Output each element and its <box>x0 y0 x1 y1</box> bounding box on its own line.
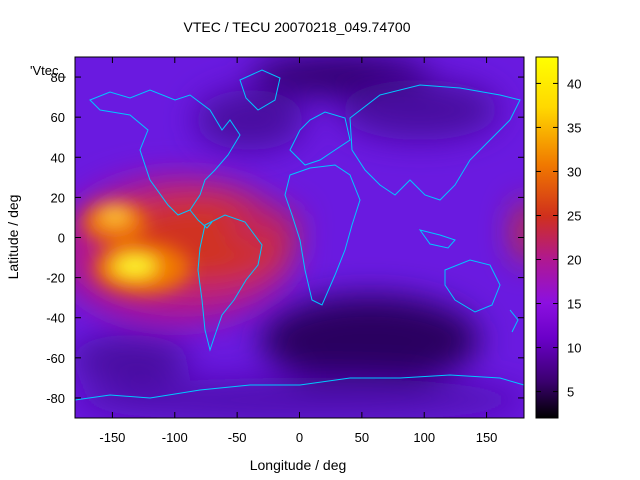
eurasia-low <box>340 80 500 140</box>
colorbar-tick-label: 10 <box>567 341 581 356</box>
x-tick-label: 50 <box>355 430 369 445</box>
coastline-africa <box>284 164 361 306</box>
dateline-edge-high <box>514 203 524 261</box>
legend-key-label: 'Vtec_ <box>30 63 66 78</box>
vtec-crest-regions <box>83 202 190 294</box>
y-tick-label: -60 <box>46 351 65 366</box>
y-tick-label: 0 <box>58 231 65 246</box>
coastline-north-america <box>89 89 241 216</box>
y-tick-label: 60 <box>51 110 65 125</box>
colorbar-tick-label: 20 <box>567 253 581 268</box>
y-axis: -80 -60 -40 -20 0 20 40 60 80 <box>46 70 524 406</box>
anomaly-peak <box>113 256 157 276</box>
x-axis: -150 -100 -50 0 50 100 150 <box>99 57 497 445</box>
vtec-heatmap <box>75 57 524 418</box>
x-tick-label: 0 <box>296 430 303 445</box>
south-pacific-low <box>75 335 190 385</box>
coastline-new-zealand <box>509 309 519 333</box>
chart-title: VTEC / TECU 20070218_049.74700 <box>183 19 410 35</box>
colorbar: 5 10 15 20 25 30 35 40 <box>535 56 581 419</box>
coastline-greenland <box>239 69 281 111</box>
coastline-asia <box>349 84 521 201</box>
coastline-south-america <box>197 214 263 352</box>
y-tick-label: 20 <box>51 190 65 205</box>
y-tick-label: -20 <box>46 271 65 286</box>
north-atlantic-low <box>195 90 305 150</box>
x-tick-label: -150 <box>99 430 125 445</box>
colorbar-tick-label: 5 <box>567 385 574 400</box>
colorbar-gradient <box>535 56 559 419</box>
y-tick-label: -40 <box>46 311 65 326</box>
x-tick-label: 100 <box>413 430 435 445</box>
colorbar-tick-label: 35 <box>567 120 581 135</box>
x-tick-label: -100 <box>162 430 188 445</box>
coastline-central-america <box>189 209 213 229</box>
x-tick-label: 150 <box>476 430 498 445</box>
y-tick-label: 80 <box>51 70 65 85</box>
colorbar-tick-label: 40 <box>567 76 581 91</box>
coastline-indonesia <box>418 229 456 249</box>
y-tick-label: -80 <box>46 391 65 406</box>
x-tick-label: -50 <box>228 430 247 445</box>
colorbar-ticks: 5 10 15 20 25 30 35 40 <box>536 76 581 400</box>
atlantic-extension <box>230 207 300 243</box>
y-axis-label: Latitude / deg <box>5 195 21 280</box>
coastline-antarctica <box>75 374 524 401</box>
coastline-australia <box>444 259 501 313</box>
x-axis-label: Longitude / deg <box>250 457 347 473</box>
y-tick-label: 40 <box>51 150 65 165</box>
vtec-low-regions <box>75 57 524 418</box>
colorbar-tick-label: 25 <box>567 208 581 223</box>
colorbar-tick-label: 15 <box>567 297 581 312</box>
southern-trough <box>260 295 480 385</box>
coastline-europe <box>289 111 351 166</box>
colorbar-tick-label: 30 <box>567 164 581 179</box>
antarctic-low <box>75 378 524 418</box>
coastlines <box>75 69 524 401</box>
north-crest-inner <box>101 207 129 223</box>
